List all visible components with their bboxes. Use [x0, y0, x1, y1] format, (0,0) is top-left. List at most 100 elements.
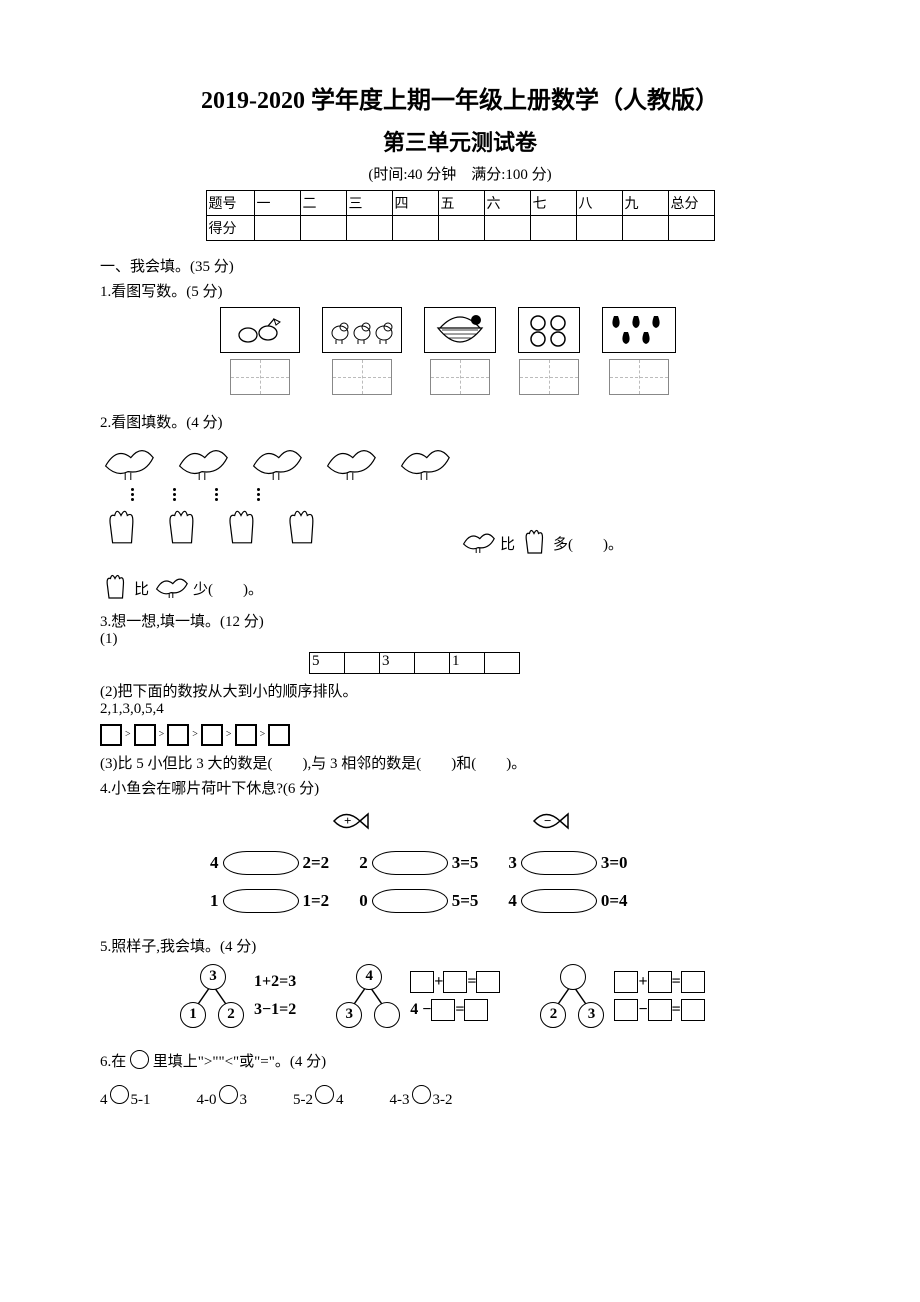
fill-box[interactable] [410, 971, 434, 993]
answer-box[interactable] [230, 359, 290, 395]
fill-box[interactable] [443, 971, 467, 993]
q6-item: 5-2 4 [293, 1085, 344, 1109]
fill-box[interactable] [464, 999, 488, 1021]
fish-plus-icon: + [330, 806, 370, 841]
leaf-blank[interactable] [223, 889, 299, 913]
leaf-blank[interactable] [223, 851, 299, 875]
q6-pre: 6.在 [100, 1054, 126, 1070]
lhs: 4-3 [390, 1092, 410, 1109]
cell: 五 [438, 191, 484, 216]
leaf-blank[interactable] [372, 889, 448, 913]
hand-icon [220, 505, 262, 547]
cell [346, 216, 392, 241]
cell [530, 216, 576, 241]
leaf-blank[interactable] [521, 889, 597, 913]
basket-icon [432, 312, 488, 348]
strip-cell[interactable] [414, 652, 450, 674]
answer-box[interactable] [332, 359, 392, 395]
answer-box[interactable] [609, 359, 669, 395]
score-value-row: 得分 [206, 216, 714, 241]
q3-p1-label: (1) [100, 631, 820, 648]
leaf-blank[interactable] [521, 851, 597, 875]
fill-box[interactable] [614, 999, 638, 1021]
q1-group [424, 307, 496, 395]
q3-p2-nums: 2,1,3,0,5,4 [100, 701, 820, 718]
q1-group [518, 307, 580, 395]
q6-item: 4-03 [197, 1085, 248, 1109]
order-box[interactable] [268, 724, 290, 746]
order-box[interactable] [235, 724, 257, 746]
compare-circle[interactable] [110, 1085, 129, 1104]
leaf-eq: 5=5 [452, 891, 479, 911]
q1-picture [220, 307, 300, 353]
compare-circle[interactable] [219, 1085, 238, 1104]
order-box[interactable] [201, 724, 223, 746]
cell: 四 [392, 191, 438, 216]
leaf-row: 11=205=540=4 [210, 889, 820, 913]
bird-icon [174, 438, 230, 483]
cell [668, 216, 714, 241]
cell: 六 [484, 191, 530, 216]
strip-cell[interactable]: 1 [449, 652, 485, 674]
dots-row [120, 488, 820, 501]
leaf-pre: 4 [210, 853, 219, 873]
fish-row: + − [330, 806, 820, 841]
leaf-pre: 2 [359, 853, 368, 873]
q4-label: 4.小鱼会在哪片荷叶下休息?(6 分) [100, 777, 820, 798]
cell [484, 216, 530, 241]
fill-box[interactable] [681, 999, 705, 1021]
strip-cell[interactable]: 3 [379, 652, 415, 674]
lhs: 4 [100, 1092, 108, 1109]
cmp-tail: 少( )。 [193, 578, 263, 599]
cell: 七 [530, 191, 576, 216]
cherry-exprs: 1+2=33−1=2 [254, 968, 296, 1024]
fill-box[interactable] [648, 971, 672, 993]
cell: 得分 [206, 216, 254, 241]
leaf-eq: 2=2 [303, 853, 330, 873]
leaf-eq: 3=0 [601, 853, 628, 873]
answer-box[interactable] [430, 359, 490, 395]
compare-circle[interactable] [315, 1085, 334, 1104]
cell [438, 216, 484, 241]
q3-p3: (3)比 5 小但比 3 大的数是( ),与 3 相邻的数是( )和( )。 [100, 752, 820, 773]
fill-box[interactable] [614, 971, 638, 993]
rhs: 4 [336, 1092, 344, 1109]
q3-p2-label: (2)把下面的数按从大到小的顺序排队。 [100, 680, 820, 701]
q6-label: 6.在 里填上">""<"或"="。(4 分) [100, 1050, 820, 1071]
cell: 总分 [668, 191, 714, 216]
order-row: > > > > > [100, 724, 820, 746]
q1-picture [602, 307, 676, 353]
fill-box[interactable] [431, 999, 455, 1021]
strip-cell[interactable] [484, 652, 520, 674]
leaf-pre: 0 [359, 891, 368, 911]
hand-icon [519, 526, 549, 556]
fill-box[interactable] [648, 999, 672, 1021]
strip-cell[interactable]: 5 [309, 652, 345, 674]
lhs: 5-2 [293, 1092, 313, 1109]
strip-cell[interactable] [344, 652, 380, 674]
hand-icon [280, 505, 322, 547]
order-box[interactable] [134, 724, 156, 746]
compare-circle[interactable] [412, 1085, 431, 1104]
hand-icon [160, 505, 202, 547]
leaf-blank[interactable] [372, 851, 448, 875]
fill-box[interactable] [476, 971, 500, 993]
q4-area: + − 42=223=533=0 11=205=540=4 [100, 806, 820, 913]
blank-circle-icon [130, 1050, 149, 1069]
answer-box[interactable] [519, 359, 579, 395]
cherry-exprs: +=−= [614, 968, 704, 1024]
cell: 题号 [206, 191, 254, 216]
order-box[interactable] [100, 724, 122, 746]
cell: 一 [254, 191, 300, 216]
gt-icon: > [192, 729, 198, 740]
order-box[interactable] [167, 724, 189, 746]
q5-label: 5.照样子,我会填。(4 分) [100, 935, 820, 956]
cherry-diagram: 312 [180, 964, 244, 1028]
q3-label: 3.想一想,填一填。(12 分) [100, 610, 820, 631]
leaf-pre: 1 [210, 891, 219, 911]
bird-icon [322, 438, 378, 483]
gt-icon: > [159, 729, 165, 740]
fill-box[interactable] [681, 971, 705, 993]
q1-picture [322, 307, 402, 353]
leaf-row: 42=223=533=0 [210, 851, 820, 875]
